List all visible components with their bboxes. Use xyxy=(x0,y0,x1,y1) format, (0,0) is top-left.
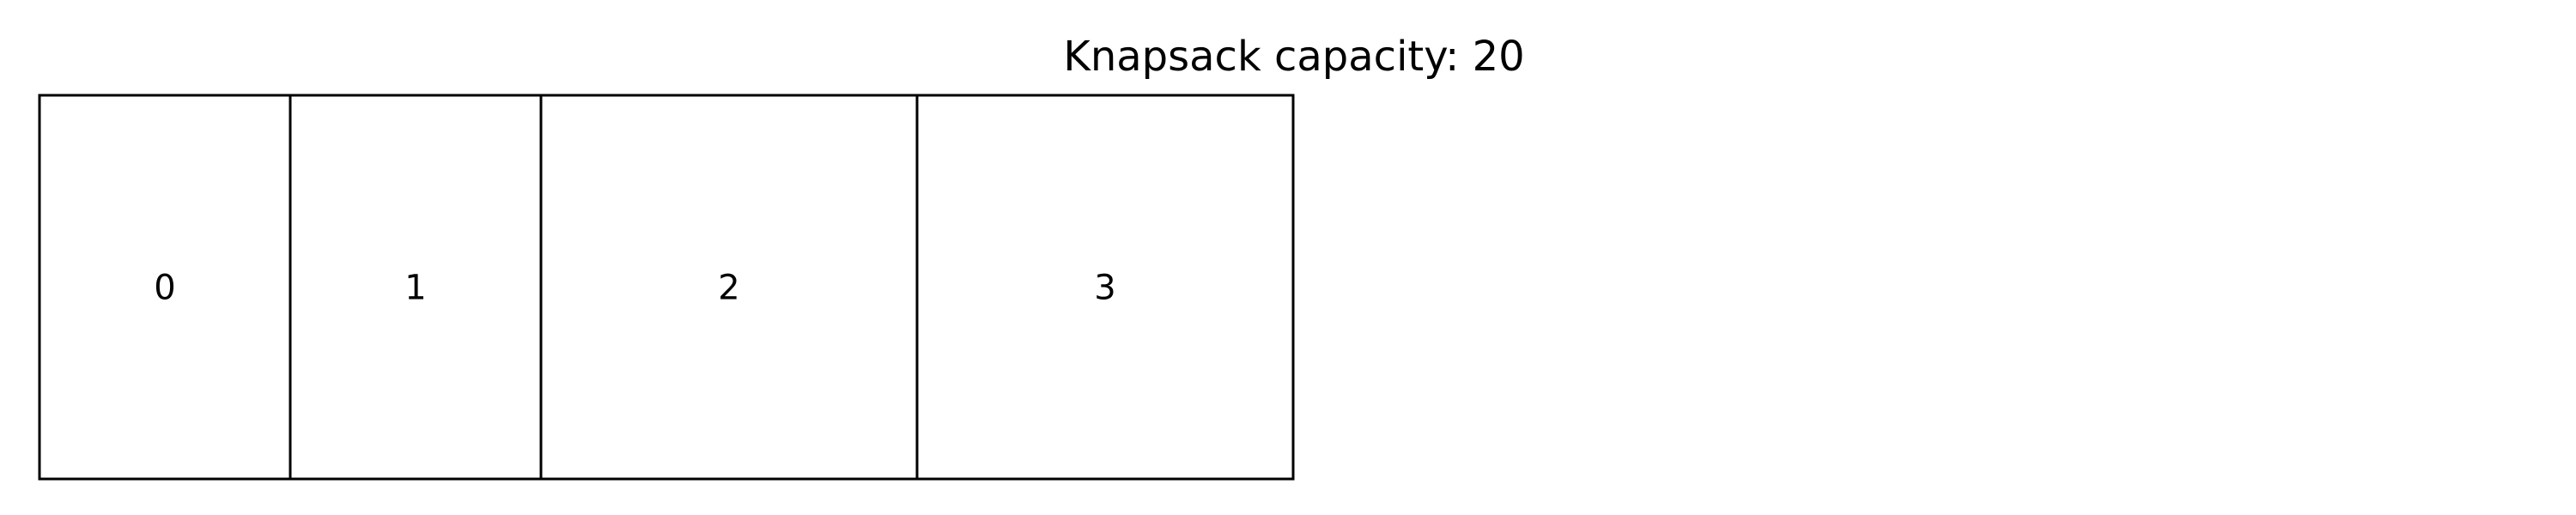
diagram-title: Knapsack capacity: 20 xyxy=(1063,33,1524,81)
item-box-3 xyxy=(915,94,1295,481)
item-label-2: 2 xyxy=(718,269,739,308)
knapsack-items: 0 1 2 3 xyxy=(38,94,1295,481)
item-label-3: 3 xyxy=(1094,269,1115,308)
item-box-2 xyxy=(539,94,919,481)
item-label-1: 1 xyxy=(404,269,426,308)
item-label-0: 0 xyxy=(154,269,175,308)
item-box-0 xyxy=(38,94,292,481)
item-box-1 xyxy=(289,94,543,481)
